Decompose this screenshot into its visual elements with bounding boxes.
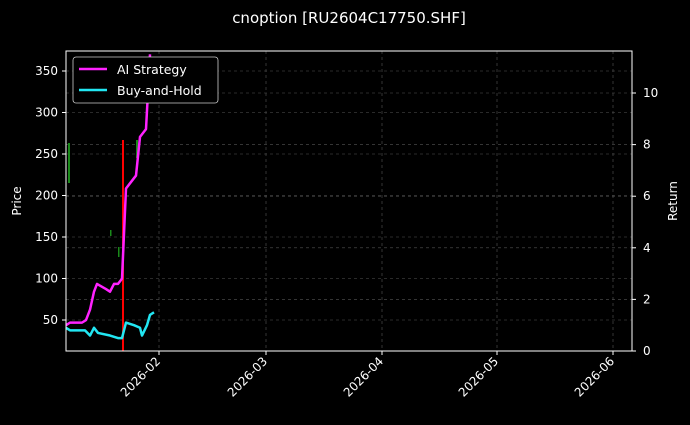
svg-text:2026-02: 2026-02	[118, 354, 163, 399]
svg-text:300: 300	[35, 106, 58, 120]
svg-text:100: 100	[35, 272, 58, 286]
y2-axis-label: Return	[666, 181, 680, 221]
svg-text:2026-06: 2026-06	[572, 354, 617, 399]
y-axis-label: Price	[10, 186, 24, 215]
svg-text:6: 6	[643, 189, 651, 203]
series-buy-and-hold	[65, 311, 155, 340]
series-ai-strategy	[65, 54, 152, 327]
svg-text:250: 250	[35, 147, 58, 161]
svg-text:200: 200	[35, 189, 58, 203]
svg-text:8: 8	[643, 138, 651, 152]
price-candles	[68, 140, 138, 257]
svg-text:50: 50	[43, 313, 58, 327]
legend-buy-and-hold: Buy-and-Hold	[117, 83, 202, 98]
svg-text:150: 150	[35, 230, 58, 244]
x-axis: 2026-02 2026-03 2026-04 2026-05 2026-06	[118, 351, 617, 400]
svg-text:2026-05: 2026-05	[456, 354, 501, 399]
svg-text:2: 2	[643, 292, 651, 306]
svg-text:4: 4	[643, 241, 651, 255]
legend: AI Strategy Buy-and-Hold	[72, 56, 219, 104]
plot-area	[65, 50, 633, 352]
svg-text:0: 0	[643, 344, 651, 358]
svg-text:2026-04: 2026-04	[341, 354, 386, 399]
y-axis-return: 0 2 4 6 8 10	[632, 86, 658, 358]
svg-text:10: 10	[643, 86, 658, 100]
legend-ai-strategy: AI Strategy	[117, 62, 187, 77]
y-axis-price: 50 100 150 200 250 300 350	[35, 64, 66, 327]
svg-text:2026-03: 2026-03	[225, 354, 270, 399]
svg-text:350: 350	[35, 64, 58, 78]
chart-title: cnoption [RU2604C17750.SHF]	[232, 9, 466, 27]
